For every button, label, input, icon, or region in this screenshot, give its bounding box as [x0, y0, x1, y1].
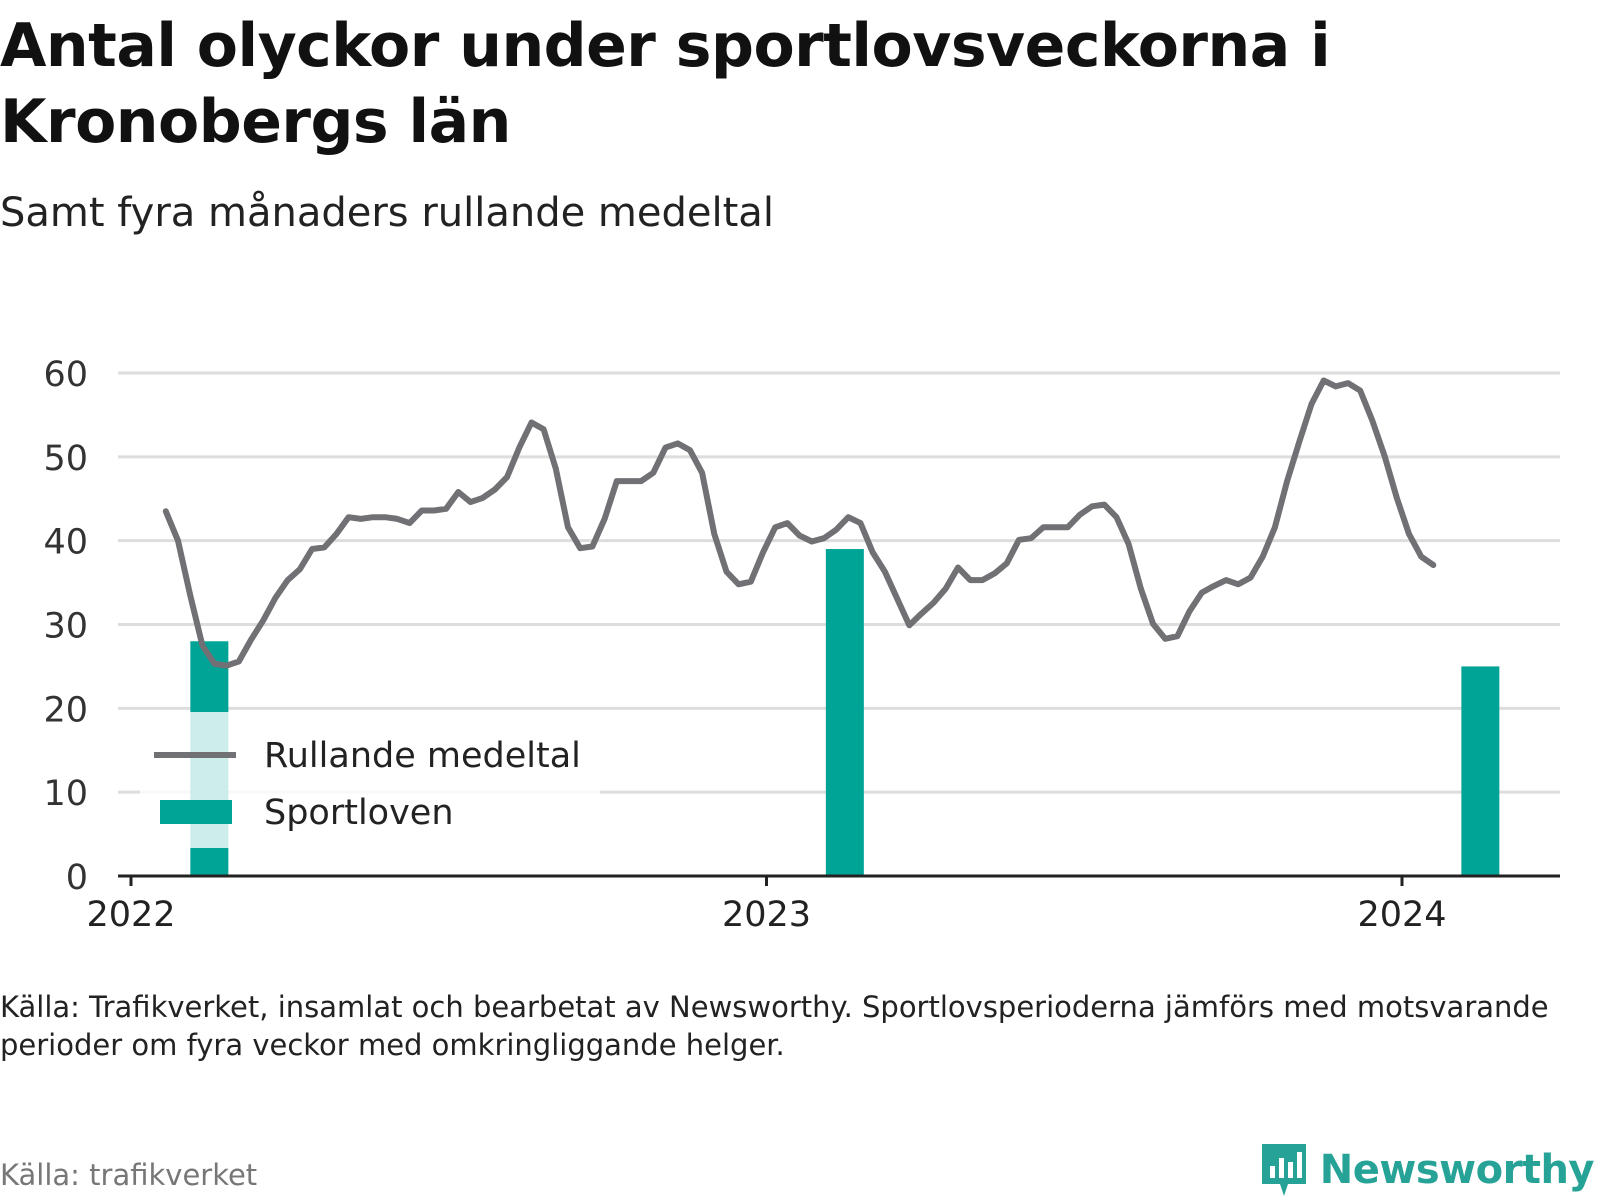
bar [825, 549, 864, 876]
y-tick-label: 30 [43, 607, 88, 647]
y-tick-label: 10 [43, 774, 88, 814]
x-tick-label: 2022 [86, 895, 175, 935]
y-tick-label: 50 [43, 439, 88, 479]
y-tick-label: 40 [43, 523, 88, 563]
legend: Rullande medeltal Sportloven [154, 736, 581, 833]
bar [1461, 666, 1500, 876]
newsworthy-logo-icon [1261, 1144, 1306, 1196]
legend-swatch-bar [160, 800, 232, 824]
source-footer: Källa: trafikverket [0, 1158, 258, 1192]
legend-label-sportloven: Sportloven [264, 793, 454, 833]
legend-label-rullande-medeltal: Rullande medeltal [264, 736, 581, 776]
series-line-rullande-medeltal [162, 377, 1437, 669]
chart: 0 10 20 30 40 50 60 2022 2023 2024 Rullande mede… [43, 355, 1560, 935]
brand-name: Newsworthy [1319, 1147, 1595, 1193]
y-tick-label: 60 [43, 355, 88, 395]
source-note: Källa: Trafikverket, insamlat och bearbe… [0, 990, 1549, 1062]
y-axis-ticks: 0 10 20 30 40 50 60 [43, 355, 88, 898]
x-tick-label: 2023 [722, 895, 811, 935]
x-tick-label: 2024 [1357, 895, 1446, 935]
newsworthy-logo[interactable]: Newsworthy [1258, 1140, 1595, 1200]
chart-subtitle: Samt fyra månaders rullande medeltal [0, 190, 774, 236]
y-tick-label: 0 [66, 858, 88, 898]
legend-background [140, 712, 600, 848]
x-axis: 2022 2023 2024 [86, 874, 1560, 935]
gridlines [118, 371, 1560, 794]
y-tick-label: 20 [43, 690, 88, 730]
chart-title: Antal olyckor under sportlovsveckorna i … [0, 11, 1331, 157]
